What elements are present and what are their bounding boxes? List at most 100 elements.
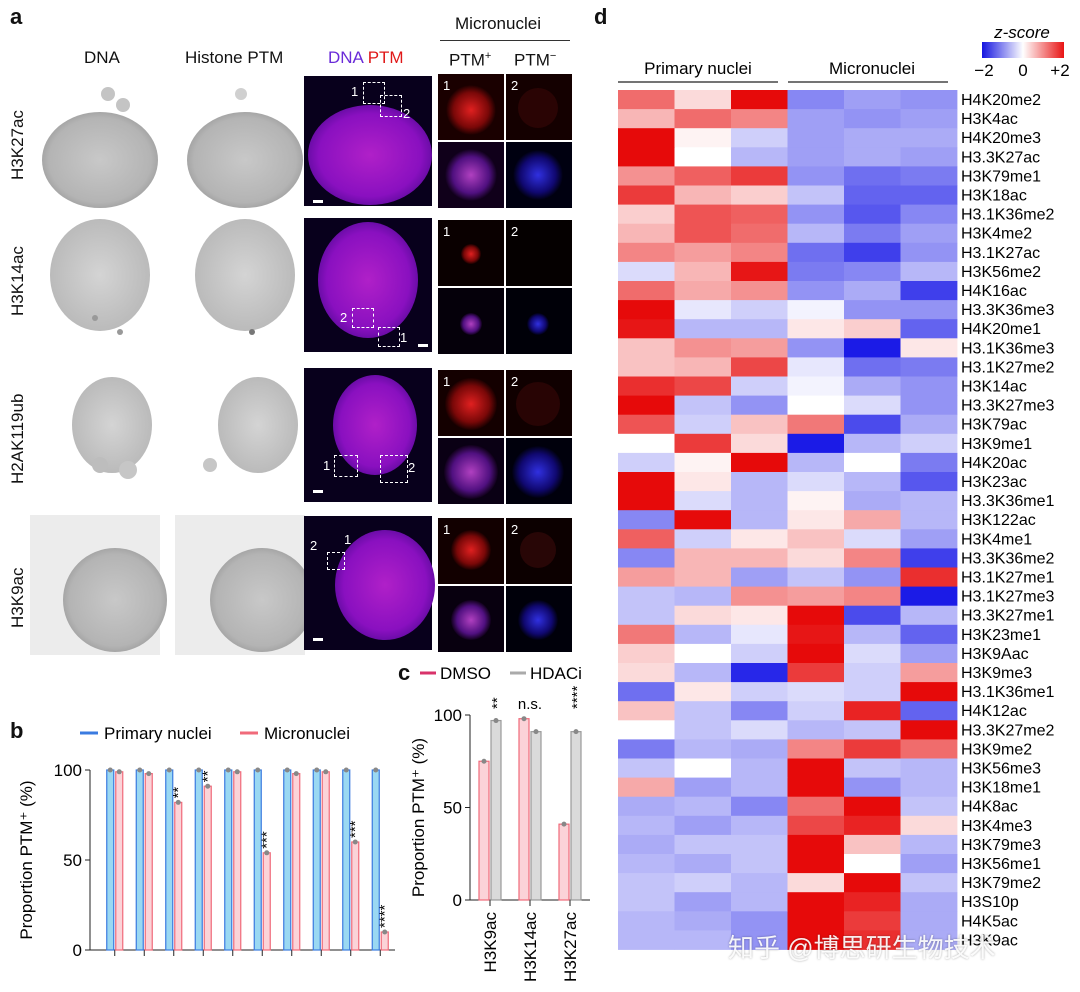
heatmap-cell	[787, 777, 845, 798]
panel-c-label: c	[398, 660, 411, 685]
heatmap-cell	[618, 128, 675, 148]
heatmap-row-label: H3.1K36me3	[961, 340, 1054, 357]
chart-b-point	[146, 771, 152, 777]
heatmap-row-label: H3.3K36me1	[961, 493, 1054, 510]
heatmap-cell	[787, 414, 845, 435]
heatmap-cell	[674, 166, 732, 186]
heatmap-cell	[674, 376, 732, 396]
heatmap-cell	[787, 433, 845, 454]
heatmap-cell	[731, 548, 788, 568]
row-label-h3k9ac: H3K9ac	[8, 567, 27, 628]
chart-c-point	[493, 718, 499, 724]
heatmap-row-label: H4K5ac	[961, 913, 1018, 930]
crop-label-neg-row2: 2	[511, 224, 518, 239]
heatmap-cell	[844, 90, 901, 110]
heatmap-row-label: H3K4ac	[961, 111, 1018, 128]
heatmap-cell	[787, 720, 845, 740]
heatmap-cell	[674, 605, 732, 626]
heatmap-cell	[844, 166, 901, 186]
heatmap-cell	[731, 758, 788, 778]
heatmap-cell	[731, 567, 788, 587]
heatmap-row-label: H3.3K27me3	[961, 398, 1054, 415]
heatmap-cell	[618, 433, 675, 454]
heatmap-cell	[900, 930, 958, 950]
heatmap-cell	[674, 452, 732, 473]
watermark: 知乎 @博思研生物技术	[728, 933, 996, 963]
heatmap-cell	[618, 758, 675, 778]
heatmap-cell	[900, 261, 958, 282]
heatmap-cell	[618, 815, 675, 836]
dna-micronucleus-3a	[92, 457, 108, 473]
chart-b-point	[225, 767, 231, 773]
heatmap-cell	[731, 624, 788, 645]
roi-number-1-row4: 1	[344, 532, 352, 547]
heatmap-cell	[844, 643, 901, 664]
heatmap-row-label: H3S10p	[961, 894, 1019, 911]
heatmap-cell	[674, 395, 732, 416]
heatmap-cell	[787, 663, 845, 683]
chart-b-significance: ***	[258, 831, 275, 849]
chart-b-bar	[144, 773, 153, 951]
chart-b-significance: ****	[376, 904, 393, 928]
heatmap-cell	[674, 758, 732, 778]
heatmap-cell	[674, 796, 732, 817]
heatmap-cell	[900, 605, 958, 626]
heatmap-cell	[731, 930, 788, 950]
heatmap-cell	[731, 663, 788, 683]
heatmap-cell	[618, 338, 675, 358]
colorbar-title: z-score	[993, 23, 1050, 42]
heatmap-cell	[900, 834, 958, 855]
heatmap-cell	[900, 663, 958, 683]
heatmap-cell	[844, 834, 901, 855]
heatmap-cell	[787, 701, 845, 721]
heatmap-cell	[900, 586, 958, 607]
roi-number-1-row3: 1	[323, 458, 331, 473]
chart-c-ylabel: Proportion PTM⁺ (%)	[409, 738, 428, 897]
chart-c-bar	[518, 718, 530, 901]
chart-b-point	[196, 767, 202, 773]
crops-row1	[438, 74, 572, 208]
heatmap-cell	[844, 911, 901, 931]
heatmap-cell	[900, 873, 958, 893]
crop-label-pos-row3: 1	[443, 374, 450, 389]
chart-c-point	[561, 821, 567, 827]
heatmap-cell	[787, 128, 845, 148]
heatmap-cell	[900, 739, 958, 759]
heatmap-cell	[787, 376, 845, 396]
scale-bar-row1	[313, 200, 323, 203]
col-header-micronuclei: Micronuclei	[455, 14, 541, 33]
roi-box-2-row1	[380, 95, 402, 117]
chart-b-bar	[224, 769, 233, 951]
heatmap-cell	[731, 491, 788, 511]
heatmap-row-label: H3.3K27ac	[961, 149, 1040, 166]
heatmap-cell	[844, 109, 901, 129]
heatmap-cell	[731, 242, 788, 263]
legend-hdaci: HDACi	[530, 664, 582, 683]
ptm-micronucleus-1	[235, 88, 247, 100]
heatmap-cell	[900, 529, 958, 549]
heatmap-cell	[618, 452, 675, 473]
chart-b-point	[284, 767, 290, 773]
heatmap-cell	[618, 720, 675, 740]
heatmap-cell	[731, 261, 788, 282]
legend-primary-nuclei: Primary nuclei	[104, 724, 212, 743]
heatmap-cell	[900, 472, 958, 492]
heatmap-cell	[731, 300, 788, 320]
heatmap-cell	[787, 682, 845, 702]
heatmap-cell	[900, 357, 958, 377]
heatmap-row-label: H3K9me2	[961, 741, 1032, 758]
heatmap-cell	[787, 930, 845, 950]
heatmap-cell	[787, 758, 845, 778]
heatmap-cell	[618, 204, 675, 225]
heatmap-cell	[618, 796, 675, 817]
heatmap-row-label: H3.3K36me2	[961, 550, 1054, 567]
crop-label-neg-row3: 2	[511, 374, 518, 389]
chart-b-bar	[106, 769, 115, 951]
heatmap-cell	[731, 204, 788, 225]
heatmap-cell	[731, 873, 788, 893]
heatmap-cell	[844, 701, 901, 721]
heatmap-cell	[900, 491, 958, 511]
heatmap-cell	[674, 643, 732, 664]
heatmap-cell	[618, 109, 675, 129]
heatmap-cell	[618, 510, 675, 530]
